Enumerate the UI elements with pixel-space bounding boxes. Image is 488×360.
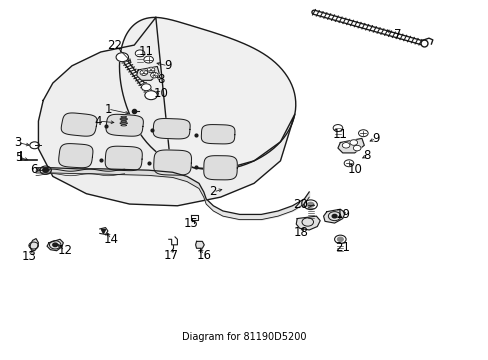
Circle shape bbox=[140, 70, 147, 76]
Circle shape bbox=[135, 50, 144, 57]
Circle shape bbox=[344, 160, 353, 167]
Text: 3: 3 bbox=[14, 136, 21, 149]
Text: 22: 22 bbox=[107, 39, 122, 51]
Text: 8: 8 bbox=[362, 149, 369, 162]
Polygon shape bbox=[106, 114, 143, 136]
Polygon shape bbox=[337, 138, 364, 153]
Text: 2: 2 bbox=[209, 185, 217, 198]
Circle shape bbox=[337, 237, 343, 241]
Polygon shape bbox=[137, 67, 159, 80]
Text: 9: 9 bbox=[164, 59, 171, 72]
Circle shape bbox=[42, 168, 48, 172]
Polygon shape bbox=[59, 144, 93, 168]
Circle shape bbox=[352, 145, 360, 151]
Text: 8: 8 bbox=[157, 73, 164, 86]
Text: 6: 6 bbox=[30, 163, 37, 176]
Circle shape bbox=[342, 143, 349, 148]
Text: 1: 1 bbox=[104, 103, 111, 116]
Text: 5: 5 bbox=[16, 151, 23, 164]
Circle shape bbox=[144, 91, 157, 100]
Circle shape bbox=[349, 140, 357, 145]
Circle shape bbox=[358, 130, 367, 137]
Polygon shape bbox=[195, 241, 204, 248]
Text: 12: 12 bbox=[57, 244, 72, 257]
Text: 18: 18 bbox=[293, 226, 308, 239]
Text: 11: 11 bbox=[139, 45, 153, 58]
Text: 7: 7 bbox=[393, 27, 401, 41]
Polygon shape bbox=[153, 118, 190, 139]
Text: 16: 16 bbox=[196, 249, 211, 262]
Text: 20: 20 bbox=[293, 198, 308, 211]
Text: 10: 10 bbox=[346, 163, 362, 176]
Polygon shape bbox=[30, 239, 39, 251]
Text: 21: 21 bbox=[335, 241, 349, 254]
Text: Diagram for 81190D5200: Diagram for 81190D5200 bbox=[182, 332, 306, 342]
Polygon shape bbox=[47, 239, 63, 251]
Circle shape bbox=[147, 67, 155, 73]
Circle shape bbox=[306, 202, 313, 207]
Polygon shape bbox=[203, 156, 237, 180]
Text: 14: 14 bbox=[103, 233, 119, 246]
Circle shape bbox=[331, 215, 336, 218]
Circle shape bbox=[53, 243, 58, 247]
Polygon shape bbox=[61, 113, 97, 136]
Circle shape bbox=[143, 56, 153, 63]
Circle shape bbox=[141, 84, 151, 91]
Text: 9: 9 bbox=[372, 132, 379, 145]
Polygon shape bbox=[201, 125, 234, 144]
Text: 19: 19 bbox=[335, 208, 349, 221]
Polygon shape bbox=[119, 17, 295, 170]
Circle shape bbox=[116, 53, 128, 62]
Circle shape bbox=[332, 125, 342, 131]
Polygon shape bbox=[39, 17, 294, 206]
Text: 11: 11 bbox=[332, 129, 347, 141]
Text: 17: 17 bbox=[164, 249, 179, 262]
Polygon shape bbox=[296, 216, 320, 230]
Polygon shape bbox=[105, 146, 142, 171]
Text: 15: 15 bbox=[183, 217, 198, 230]
Text: 13: 13 bbox=[21, 250, 36, 263]
Polygon shape bbox=[153, 150, 191, 175]
Text: 10: 10 bbox=[153, 87, 168, 100]
Circle shape bbox=[150, 72, 158, 78]
Text: 4: 4 bbox=[94, 114, 102, 127]
Polygon shape bbox=[323, 209, 345, 223]
